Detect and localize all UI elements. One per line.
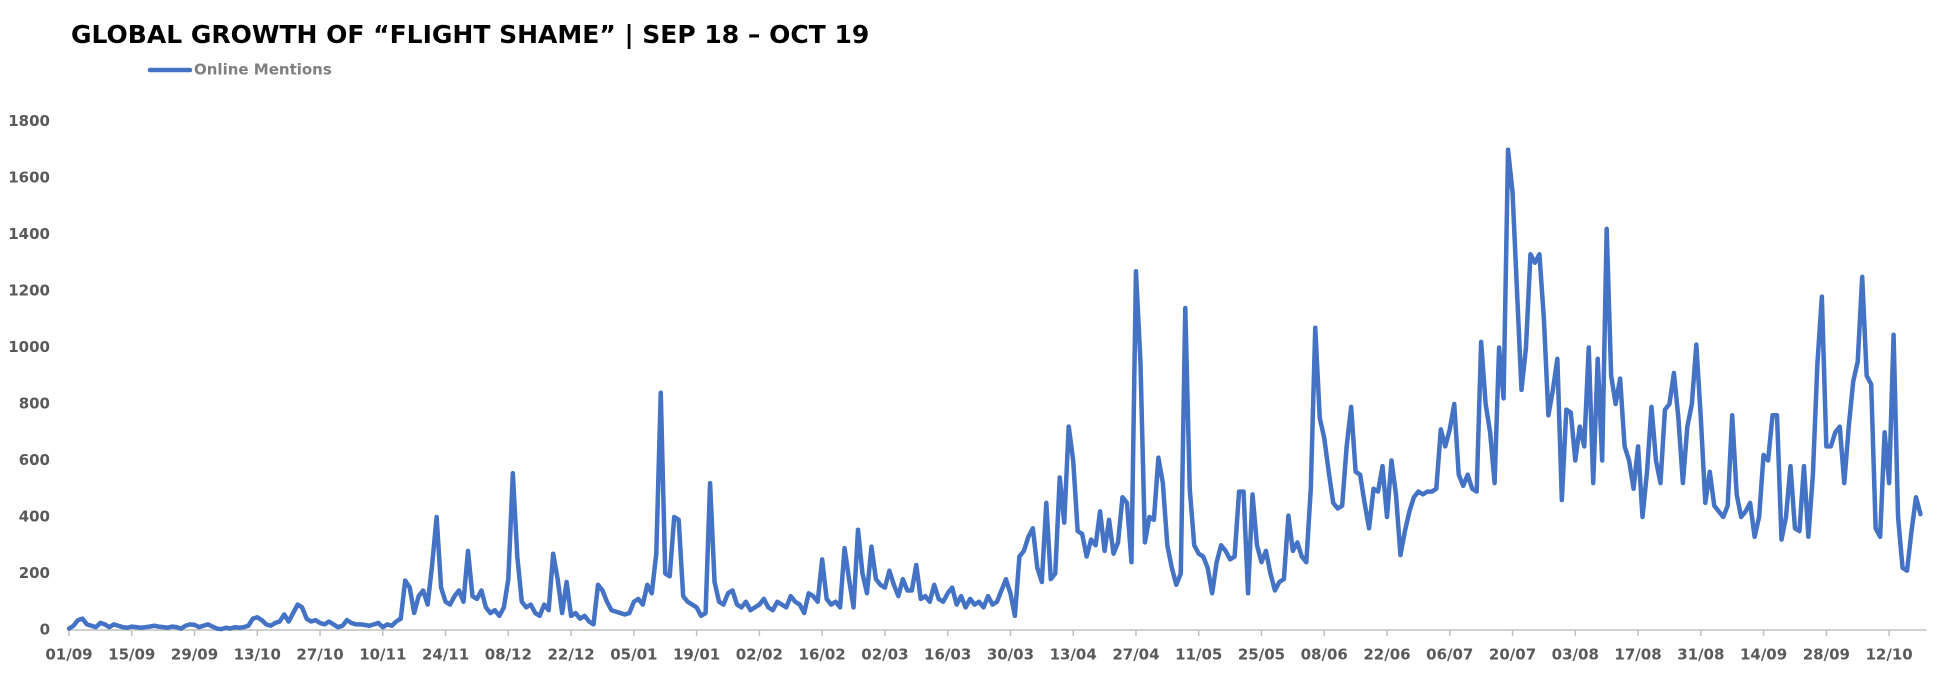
x-tick-label: 05/01	[610, 646, 657, 664]
x-tick-label: 02/02	[736, 646, 783, 664]
x-tick-label: 15/09	[108, 646, 155, 664]
y-tick-label: 600	[19, 451, 50, 469]
x-tick-label: 30/03	[987, 646, 1034, 664]
x-tick-label: 20/07	[1489, 646, 1536, 664]
x-tick-label: 11/05	[1175, 646, 1222, 664]
x-tick-label: 08/06	[1301, 646, 1348, 664]
x-tick-label: 28/09	[1803, 646, 1850, 664]
x-tick-label: 16/03	[924, 646, 971, 664]
y-tick-label: 1000	[8, 338, 50, 356]
y-tick-label: 800	[19, 395, 50, 413]
y-tick-label: 0	[40, 621, 50, 639]
x-tick-label: 13/10	[234, 646, 281, 664]
x-tick-label: 19/01	[673, 646, 720, 664]
x-tick-label: 22/06	[1363, 646, 1410, 664]
x-tick-label: 10/11	[359, 646, 406, 664]
x-tick-label: 24/11	[422, 646, 469, 664]
x-tick-label: 08/12	[485, 646, 532, 664]
x-tick-label: 14/09	[1740, 646, 1787, 664]
x-tick-label: 22/12	[547, 646, 594, 664]
y-tick-label: 200	[19, 564, 50, 582]
x-tick-label: 31/08	[1677, 646, 1724, 664]
x-tick-label: 03/08	[1552, 646, 1599, 664]
x-tick-label: 27/04	[1112, 646, 1159, 664]
x-tick-label: 13/04	[1050, 646, 1097, 664]
x-tick-label: 01/09	[45, 646, 92, 664]
y-tick-label: 1600	[8, 169, 50, 187]
x-tick-label: 25/05	[1238, 646, 1285, 664]
data-line	[66, 147, 1923, 632]
y-tick-label: 400	[19, 508, 50, 526]
x-tick-label: 06/07	[1426, 646, 1473, 664]
y-tick-label: 1800	[8, 112, 50, 130]
x-tick-label: 12/10	[1865, 646, 1912, 664]
x-tick-label: 27/10	[296, 646, 343, 664]
y-tick-label: 1400	[8, 225, 50, 243]
y-tick-label: 1200	[8, 282, 50, 300]
x-tick-label: 02/03	[861, 646, 908, 664]
legend-label: Online Mentions	[194, 61, 332, 79]
chart-title: GLOBAL GROWTH OF “FLIGHT SHAME” | SEP 18…	[71, 20, 869, 49]
x-tick-label: 16/02	[799, 646, 846, 664]
x-tick-label: 17/08	[1614, 646, 1661, 664]
x-tick-label: 29/09	[171, 646, 218, 664]
